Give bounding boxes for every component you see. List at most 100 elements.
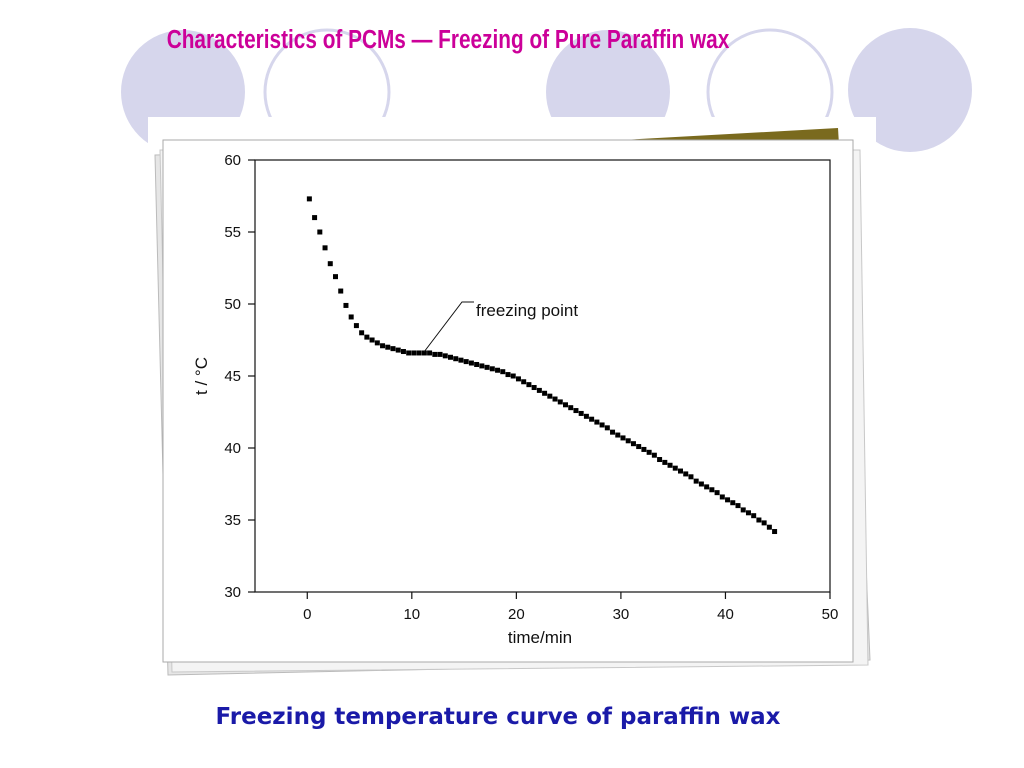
data-point	[374, 340, 380, 346]
data-point	[411, 350, 417, 356]
data-point	[688, 474, 694, 480]
data-point	[772, 529, 778, 535]
data-point	[542, 390, 548, 396]
data-point	[698, 481, 704, 487]
y-tick-label: 40	[224, 440, 241, 457]
x-axis-label: time/min	[508, 628, 572, 647]
x-tick-label: 10	[403, 606, 420, 623]
data-point	[484, 364, 490, 370]
data-point	[615, 432, 621, 438]
data-point	[599, 422, 605, 428]
data-point	[725, 497, 731, 503]
data-point	[343, 302, 349, 308]
data-point	[563, 402, 568, 408]
data-point	[468, 360, 474, 366]
data-point	[474, 361, 480, 367]
data-point	[427, 350, 433, 356]
data-point	[338, 288, 344, 294]
caption: Freezing temperature curve of paraffin w…	[216, 704, 781, 730]
annotation-leader	[423, 301, 474, 353]
y-axis-label: t / °C	[192, 357, 211, 395]
data-point	[745, 510, 751, 516]
data-point	[448, 354, 453, 360]
plot-area	[254, 159, 831, 593]
data-point	[380, 343, 386, 349]
data-point	[578, 410, 584, 416]
x-tick-label: 40	[717, 606, 734, 623]
data-point	[395, 347, 401, 353]
data-point	[521, 379, 527, 385]
data-point	[751, 513, 757, 519]
x-tick-label: 0	[303, 606, 311, 623]
data-point	[630, 441, 636, 447]
data-point	[568, 405, 574, 411]
data-point	[756, 517, 762, 523]
data-point	[432, 351, 438, 357]
data-point	[730, 500, 736, 506]
data-point	[719, 494, 725, 500]
data-point	[526, 382, 532, 388]
data-point	[761, 520, 767, 526]
data-point	[353, 323, 359, 329]
data-point	[495, 367, 501, 373]
data-point	[610, 429, 616, 435]
data-point	[604, 425, 610, 431]
data-point	[662, 459, 668, 465]
annotation: freezing point	[476, 301, 578, 320]
x-tick-label: 50	[822, 606, 839, 623]
data-point	[322, 245, 328, 251]
data-point	[359, 330, 365, 336]
data-point	[317, 229, 323, 235]
data-point	[390, 346, 396, 352]
data-point	[312, 215, 318, 221]
data-point	[327, 261, 333, 267]
data-point	[641, 446, 647, 452]
data-point	[594, 419, 600, 425]
data-point	[406, 350, 412, 356]
y-tick-label: 55	[224, 224, 241, 241]
data-point	[463, 359, 469, 365]
data-point	[515, 376, 521, 382]
x-tick-label: 30	[613, 606, 630, 623]
y-tick-label: 60	[224, 152, 241, 169]
data-point	[500, 369, 506, 375]
data-point	[704, 484, 710, 490]
data-point	[573, 408, 579, 414]
data-point	[306, 196, 312, 202]
y-tick-label: 50	[224, 296, 241, 313]
data-point	[552, 396, 558, 402]
data-point	[437, 351, 443, 357]
y-tick-label: 35	[224, 512, 241, 529]
data-point	[400, 349, 406, 355]
data-point	[364, 334, 370, 340]
slide-title: Characteristics of PCMs — Freezing of Pu…	[167, 25, 730, 54]
data-point	[416, 350, 422, 356]
y-tick-label: 30	[224, 584, 241, 601]
data-point	[651, 452, 657, 458]
data-point	[766, 524, 772, 530]
data-point	[557, 399, 563, 405]
data-point	[620, 435, 626, 441]
data-point	[479, 363, 485, 369]
data-point	[709, 487, 715, 493]
data-point	[735, 503, 741, 509]
data-point	[667, 462, 673, 468]
data-point	[369, 337, 375, 343]
data-point	[505, 372, 511, 378]
data-point	[442, 353, 448, 359]
data-point	[510, 373, 516, 379]
data-point	[678, 468, 683, 474]
data-point	[421, 350, 427, 356]
data-point	[531, 385, 537, 391]
data-point	[348, 314, 354, 320]
y-tick-label: 45	[224, 368, 241, 385]
data-point	[385, 344, 391, 350]
data-point	[740, 507, 746, 513]
data-point	[672, 465, 678, 471]
data-point	[453, 356, 459, 362]
data-point	[333, 274, 338, 280]
data-point	[458, 357, 464, 363]
data-point	[646, 449, 652, 455]
